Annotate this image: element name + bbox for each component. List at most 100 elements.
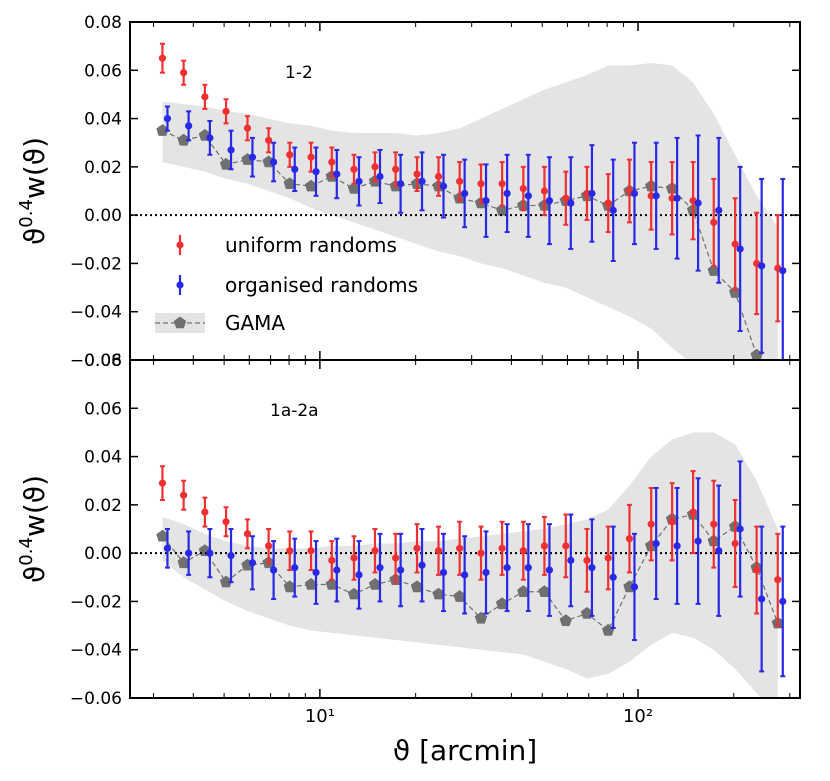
point bbox=[376, 172, 384, 181]
point bbox=[694, 537, 702, 545]
gama-point bbox=[347, 182, 361, 194]
point bbox=[562, 194, 570, 202]
y-axis-label: ϑ0.4w(ϑ) bbox=[16, 475, 51, 583]
point bbox=[248, 559, 257, 567]
point bbox=[604, 199, 612, 207]
point bbox=[206, 134, 214, 142]
point bbox=[439, 568, 448, 577]
point bbox=[418, 177, 426, 185]
y-tick-label: 0.06 bbox=[84, 399, 122, 419]
y-tick-label: −0.04 bbox=[70, 641, 122, 661]
gama-point bbox=[283, 177, 296, 189]
y-label-rest: w(ϑ) bbox=[18, 137, 51, 199]
point bbox=[567, 556, 575, 564]
gama-point bbox=[219, 575, 233, 588]
legend-label: GAMA bbox=[225, 311, 285, 335]
point bbox=[456, 544, 464, 552]
gama-point bbox=[325, 578, 338, 590]
point bbox=[461, 571, 469, 579]
gama-point bbox=[517, 585, 530, 597]
point bbox=[630, 583, 639, 591]
point bbox=[519, 184, 527, 193]
y-tick-label: −0.06 bbox=[70, 689, 122, 709]
point bbox=[291, 564, 299, 572]
point bbox=[243, 124, 252, 132]
y-label-base: ϑ bbox=[18, 566, 51, 583]
point bbox=[206, 549, 214, 557]
gama-point bbox=[368, 578, 382, 590]
gama-point bbox=[432, 587, 445, 600]
point bbox=[540, 187, 549, 195]
point bbox=[758, 595, 766, 603]
point bbox=[392, 165, 400, 173]
point bbox=[540, 542, 549, 550]
point bbox=[668, 194, 676, 202]
gama-point bbox=[474, 611, 488, 624]
point bbox=[503, 189, 511, 198]
point bbox=[673, 542, 681, 550]
gama-point bbox=[538, 585, 551, 597]
gama-point bbox=[495, 203, 509, 216]
point bbox=[498, 180, 506, 188]
point bbox=[545, 566, 554, 574]
y-tick-label: 0.00 bbox=[84, 206, 122, 226]
point bbox=[434, 547, 443, 555]
legend-label: organised randoms bbox=[225, 273, 418, 297]
plot-area bbox=[130, 432, 800, 698]
point bbox=[413, 544, 421, 552]
point bbox=[673, 194, 681, 202]
point bbox=[477, 549, 485, 557]
point bbox=[774, 576, 782, 584]
point bbox=[185, 122, 193, 130]
point bbox=[350, 165, 358, 173]
point bbox=[180, 491, 188, 499]
y-tick-label: −0.06 bbox=[70, 351, 122, 371]
point bbox=[482, 197, 490, 205]
y-tick-label: 0.00 bbox=[84, 544, 122, 564]
gama-band bbox=[162, 63, 778, 360]
y-tick-label: 0.02 bbox=[84, 158, 122, 178]
point bbox=[647, 192, 655, 200]
point bbox=[668, 518, 676, 526]
gama-point bbox=[219, 157, 233, 170]
annotation: 1a-2a bbox=[270, 401, 319, 421]
point bbox=[482, 568, 490, 577]
point bbox=[163, 114, 172, 123]
point bbox=[715, 547, 723, 555]
x-tick-label: 10¹ bbox=[305, 706, 335, 727]
gama-point bbox=[410, 580, 424, 593]
point bbox=[562, 542, 570, 550]
gama-point bbox=[772, 390, 784, 402]
gama-point bbox=[347, 587, 361, 600]
point bbox=[201, 508, 209, 516]
point bbox=[227, 551, 235, 560]
gama-point bbox=[453, 590, 466, 602]
point bbox=[328, 556, 336, 564]
y-tick-label: −0.02 bbox=[70, 592, 122, 612]
point bbox=[397, 180, 405, 188]
y-label-base: ϑ bbox=[18, 228, 51, 245]
point bbox=[312, 168, 320, 176]
gama-point bbox=[156, 529, 169, 542]
point bbox=[461, 189, 469, 198]
point bbox=[694, 199, 702, 207]
point bbox=[333, 566, 341, 574]
point bbox=[355, 177, 363, 185]
y-label-sup: 0.4 bbox=[16, 537, 37, 566]
point bbox=[328, 158, 336, 166]
point bbox=[333, 170, 341, 178]
gama-point bbox=[707, 264, 720, 276]
point bbox=[222, 518, 230, 526]
point bbox=[630, 189, 639, 198]
point bbox=[583, 556, 591, 564]
point bbox=[201, 93, 209, 101]
y-tick-label: 0.08 bbox=[84, 351, 122, 371]
point bbox=[355, 571, 363, 579]
point bbox=[158, 479, 167, 487]
point bbox=[710, 520, 718, 528]
point bbox=[652, 539, 660, 548]
point bbox=[243, 530, 252, 538]
point bbox=[731, 539, 739, 548]
point bbox=[731, 240, 739, 248]
